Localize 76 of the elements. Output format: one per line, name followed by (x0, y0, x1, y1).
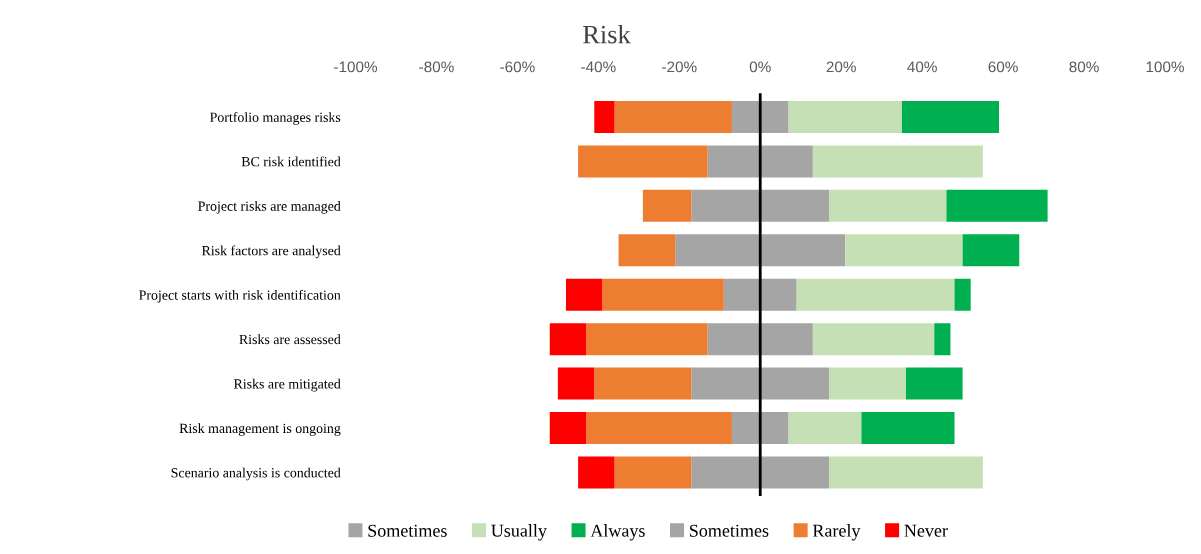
chart-title: Risk (583, 24, 631, 44)
bar (760, 323, 813, 356)
bar (578, 456, 615, 489)
bar (691, 189, 761, 222)
bar (760, 189, 830, 222)
legend-label: Always (590, 524, 645, 541)
x-tick-label: 40% (907, 61, 937, 73)
y-tick-label: Risks are assessed (239, 334, 341, 345)
bar (618, 234, 676, 267)
bar (691, 367, 761, 400)
bar (614, 100, 732, 133)
bar (594, 100, 615, 133)
bar (723, 278, 761, 311)
bar (946, 189, 1048, 222)
x-tick-label: 0% (749, 61, 771, 73)
bar (812, 145, 983, 178)
bar (901, 100, 1000, 133)
x-tick-label: -20% (662, 61, 697, 73)
legend-label: Rarely (812, 524, 861, 541)
legend-label: Sometimes (689, 524, 769, 537)
bar (905, 367, 963, 400)
y-tick-label: Project starts with risk identification (139, 289, 341, 303)
x-tick-label: 100% (1146, 61, 1184, 73)
bar (829, 456, 983, 489)
legend-label: Never (904, 524, 948, 537)
x-tick-label: -60% (500, 61, 535, 73)
y-tick-label: Scenario analysis is conducted (171, 467, 341, 481)
bar (954, 278, 971, 311)
legend-label: Sometimes (368, 524, 447, 537)
bar (642, 189, 692, 222)
bar (760, 278, 797, 311)
bar (812, 323, 935, 356)
bar (731, 412, 761, 445)
y-tick-label: Risks are mitigated (233, 378, 341, 392)
bar (861, 412, 955, 445)
bar (788, 412, 862, 445)
bar (760, 456, 830, 489)
bar (845, 234, 963, 267)
legend-label: Usually (491, 524, 547, 541)
bar (962, 234, 1020, 267)
bar (934, 323, 951, 356)
y-tick-label: Portfolio manages risks (210, 112, 341, 125)
bar (557, 367, 595, 400)
bar (675, 234, 761, 267)
x-tick-label: -100% (334, 61, 378, 73)
bar (760, 145, 813, 178)
bar (578, 145, 708, 178)
bar (760, 412, 789, 445)
bar (707, 323, 761, 356)
x-tick-label: -80% (419, 61, 454, 73)
x-tick-label: 20% (826, 61, 856, 73)
y-tick-label: Risk factors are analysed (201, 245, 341, 259)
bar (796, 278, 955, 311)
bar (614, 456, 692, 489)
y-tick-label: Risk management is ongoing (179, 423, 341, 436)
bar (760, 367, 830, 400)
x-tick-label: -40% (581, 61, 616, 73)
bar (760, 100, 789, 133)
y-tick-label: BC risk identified (241, 156, 341, 167)
bar (549, 412, 587, 445)
bar (707, 145, 761, 178)
bar (602, 278, 724, 311)
bar (565, 278, 603, 311)
bar (760, 234, 846, 267)
bar (549, 323, 587, 356)
bar (691, 456, 761, 489)
bar (829, 367, 906, 400)
bar (829, 189, 947, 222)
bar (731, 100, 761, 133)
bar (586, 412, 732, 445)
bar (594, 367, 692, 400)
bar (586, 323, 708, 356)
bar (788, 100, 902, 133)
x-tick-label: 60% (988, 61, 1018, 73)
x-tick-label: 80% (1069, 61, 1099, 73)
y-tick-label: Project risks are managed (198, 201, 341, 214)
